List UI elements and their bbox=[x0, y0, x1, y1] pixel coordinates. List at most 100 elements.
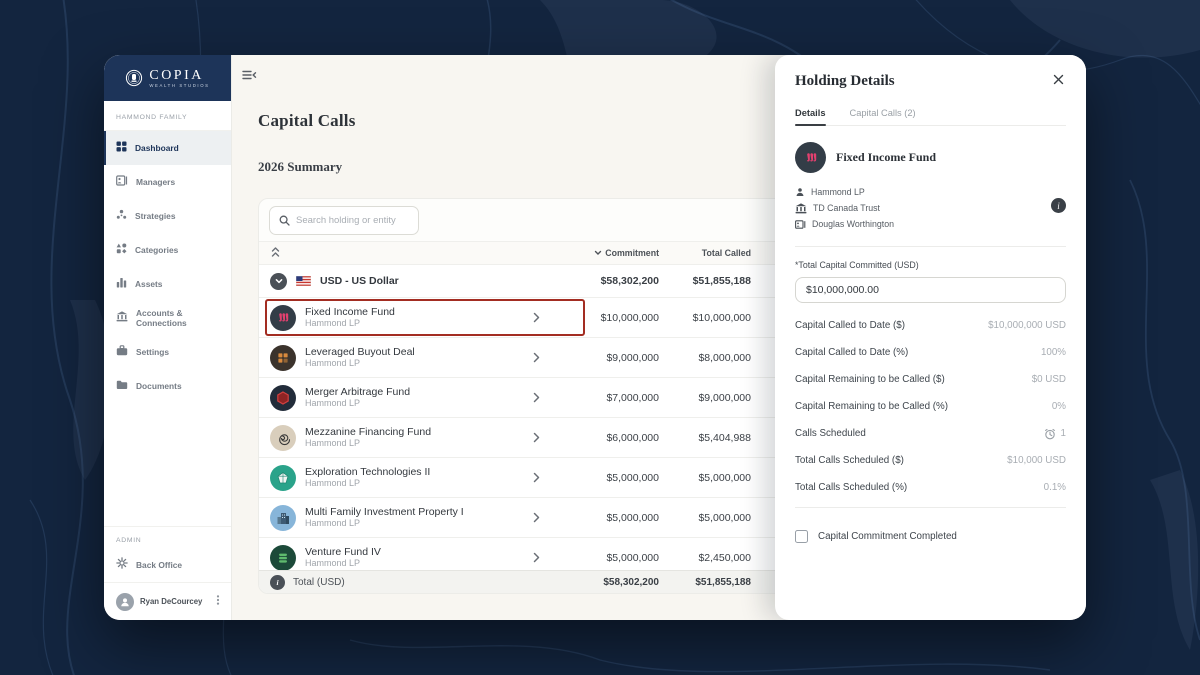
page-subtitle: 2026 Summary bbox=[258, 159, 343, 174]
chevron-right-icon[interactable] bbox=[523, 512, 549, 523]
sidebar-nav: Dashboard Managers Strategies Categories Ass… bbox=[104, 131, 231, 403]
holding-name: Fixed Income Fund bbox=[305, 306, 395, 318]
stat-label: Capital Called to Date (%) bbox=[795, 347, 909, 358]
column-commitment[interactable]: Commitment bbox=[549, 248, 659, 258]
total-label: Total (USD) bbox=[293, 577, 345, 588]
stat-label: Capital Called to Date ($) bbox=[795, 320, 905, 331]
categories-icon bbox=[116, 241, 127, 259]
stat-value: 100% bbox=[1040, 347, 1066, 358]
collapse-sidebar-icon[interactable] bbox=[241, 68, 257, 87]
close-icon[interactable] bbox=[1051, 70, 1066, 92]
collapse-all-icon[interactable] bbox=[270, 246, 281, 260]
user-menu[interactable]: Ryan DeCourcey bbox=[104, 582, 231, 620]
person-icon bbox=[795, 187, 805, 197]
stat-value: 0% bbox=[1051, 401, 1066, 412]
holding-name: Multi Family Investment Property I bbox=[305, 506, 464, 518]
holding-row[interactable]: Multi Family Investment Property I Hammo… bbox=[259, 498, 817, 538]
holding-entity: Hammond LP bbox=[305, 438, 361, 448]
stat-value: $10,000 USD bbox=[1007, 455, 1066, 466]
folder-icon bbox=[116, 377, 128, 395]
currency-group-row[interactable]: USD - US Dollar $58,302,200 $51,855,188 bbox=[259, 265, 817, 298]
panel-title: Holding Details bbox=[795, 72, 895, 89]
stat-label: Total Calls Scheduled (%) bbox=[795, 482, 908, 493]
sidebar-item-accounts-connections[interactable]: Accounts & Connections bbox=[104, 301, 231, 335]
holding-total-called: $2,450,000 bbox=[698, 551, 751, 564]
avatar bbox=[116, 592, 134, 611]
holding-row[interactable]: Leveraged Buyout Deal Hammond LP $9,000,… bbox=[259, 338, 817, 378]
holding-details-panel: Holding Details Details Capital Calls (2)… bbox=[775, 55, 1086, 620]
holding-logo-icon bbox=[270, 344, 296, 371]
entity-list: i Hammond LP TD Canada Trust Douglas Worth… bbox=[795, 184, 1066, 232]
dashboard-icon bbox=[116, 139, 127, 157]
sidebar-item-back-office[interactable]: Back Office bbox=[104, 548, 231, 582]
total-capital-committed-input[interactable] bbox=[795, 277, 1066, 303]
capital-commitment-checkbox[interactable] bbox=[795, 530, 808, 543]
entity-text: TD Canada Trust bbox=[813, 203, 880, 213]
chevron-right-icon[interactable] bbox=[523, 352, 549, 363]
fund-logo-icon bbox=[795, 142, 826, 173]
entity-line: Hammond LP bbox=[795, 184, 1066, 200]
tab-capital-calls-2-[interactable]: Capital Calls (2) bbox=[849, 108, 916, 118]
chevron-right-icon[interactable] bbox=[523, 552, 549, 563]
sidebar-item-label: Dashboard bbox=[135, 143, 179, 153]
search-input[interactable] bbox=[296, 214, 406, 226]
admin-label: ADMIN bbox=[104, 526, 231, 548]
chevron-right-icon[interactable] bbox=[523, 312, 549, 323]
stat-label: Calls Scheduled bbox=[795, 428, 866, 439]
panel-footer: Capital Commitment Completed bbox=[795, 507, 1066, 543]
sidebar-item-dashboard[interactable]: Dashboard bbox=[104, 131, 231, 165]
holding-logo-icon bbox=[270, 544, 296, 571]
table-header: Commitment Total Called bbox=[259, 241, 817, 265]
logo-text: COPIA bbox=[149, 67, 204, 83]
sidebar-item-strategies[interactable]: Strategies bbox=[104, 199, 231, 233]
sidebar-item-documents[interactable]: Documents bbox=[104, 369, 231, 403]
svg-text:i: i bbox=[276, 578, 279, 587]
holding-entity: Hammond LP bbox=[305, 318, 361, 328]
info-icon[interactable]: i bbox=[1051, 198, 1066, 213]
holding-row[interactable]: Mezzanine Financing Fund Hammond LP $6,0… bbox=[259, 418, 817, 458]
holding-row[interactable]: Exploration Technologies II Hammond LP $… bbox=[259, 458, 817, 498]
stat-row: Capital Remaining to be Called (%) 0% bbox=[795, 393, 1066, 420]
sidebar-item-label: Accounts & Connections bbox=[136, 308, 187, 328]
chevron-right-icon[interactable] bbox=[523, 432, 549, 443]
admin-nav: Back Office bbox=[104, 548, 231, 582]
sidebar-item-label: Managers bbox=[136, 177, 176, 187]
holding-row[interactable]: Merger Arbitrage Fund Hammond LP $7,000,… bbox=[259, 378, 817, 418]
sidebar-item-categories[interactable]: Categories bbox=[104, 233, 231, 267]
capital-calls-table: Commitment Total Called USD - US Dollar … bbox=[258, 198, 818, 594]
group-label: USD - US Dollar bbox=[320, 275, 399, 287]
column-total-called[interactable]: Total Called bbox=[701, 248, 751, 258]
search-box[interactable] bbox=[269, 205, 419, 235]
holding-commitment: $6,000,000 bbox=[606, 431, 659, 444]
user-name: Ryan DeCourcey bbox=[140, 597, 203, 606]
holding-row[interactable]: Fixed Income Fund Hammond LP $10,000,000… bbox=[259, 298, 817, 338]
chevron-right-icon[interactable] bbox=[523, 472, 549, 483]
stat-label: Capital Remaining to be Called ($) bbox=[795, 374, 945, 385]
checkbox-label: Capital Commitment Completed bbox=[818, 531, 957, 542]
sidebar: COPIA WEALTH STUDIOS HAMMOND FAMILY Dash… bbox=[104, 55, 232, 620]
tab-details[interactable]: Details bbox=[795, 108, 826, 126]
divider bbox=[795, 246, 1066, 247]
stats-list: Capital Called to Date ($) $10,000,000 US… bbox=[795, 312, 1066, 501]
chevron-right-icon[interactable] bbox=[523, 392, 549, 403]
sidebar-item-label: Strategies bbox=[135, 211, 176, 221]
sidebar-item-managers[interactable]: Managers bbox=[104, 165, 231, 199]
expand-group-icon[interactable] bbox=[270, 272, 287, 290]
table-body: USD - US Dollar $58,302,200 $51,855,188 … bbox=[259, 265, 817, 571]
stat-row: Capital Called to Date ($) $10,000,000 US… bbox=[795, 312, 1066, 339]
stat-value: $10,000,000 USD bbox=[988, 320, 1066, 331]
stat-row: Total Calls Scheduled ($) $10,000 USD bbox=[795, 447, 1066, 474]
sidebar-item-settings[interactable]: Settings bbox=[104, 335, 231, 369]
sidebar-item-assets[interactable]: Assets bbox=[104, 267, 231, 301]
committed-label: *Total Capital Committed (USD) bbox=[795, 260, 919, 270]
kebab-menu-icon[interactable] bbox=[213, 593, 223, 611]
assets-icon bbox=[116, 275, 127, 293]
sidebar-item-label: Assets bbox=[135, 279, 163, 289]
holding-commitment: $5,000,000 bbox=[606, 551, 659, 564]
holding-commitment: $10,000,000 bbox=[600, 311, 659, 324]
sidebar-item-label: Settings bbox=[136, 347, 170, 357]
total-info-icon[interactable]: i bbox=[270, 575, 285, 590]
holding-row[interactable]: Venture Fund IV Hammond LP $5,000,000 $2… bbox=[259, 538, 817, 571]
stat-row: Capital Called to Date (%) 100% bbox=[795, 339, 1066, 366]
holding-total-called: $5,000,000 bbox=[698, 511, 751, 524]
